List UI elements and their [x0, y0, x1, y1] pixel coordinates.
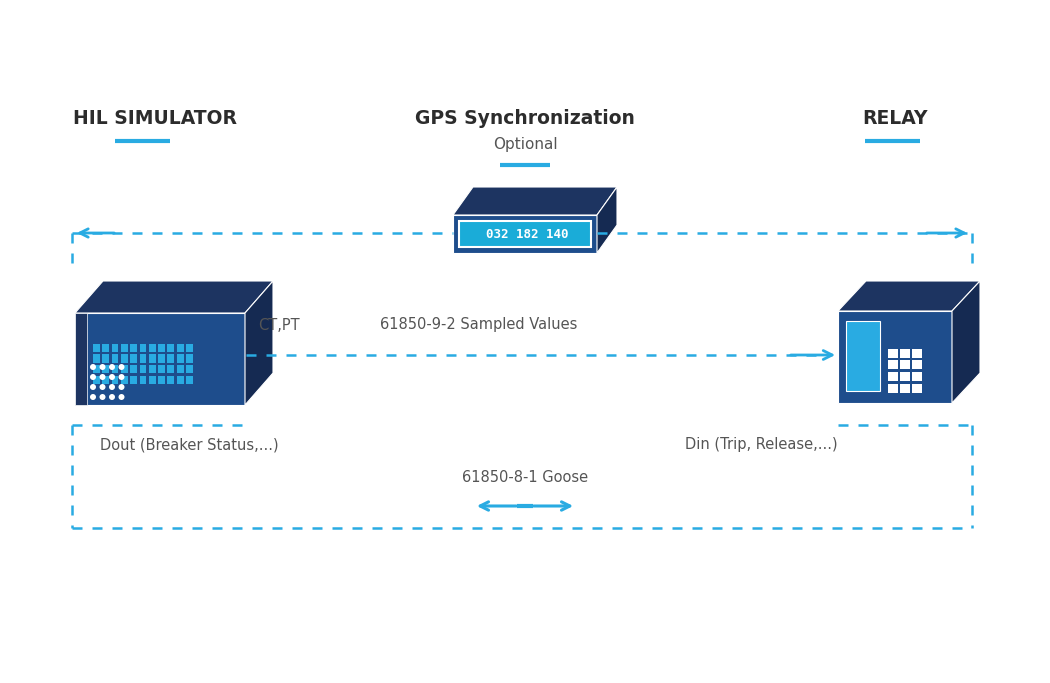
- Polygon shape: [838, 311, 952, 403]
- Polygon shape: [121, 344, 128, 352]
- Polygon shape: [186, 344, 193, 352]
- Polygon shape: [102, 354, 109, 363]
- Polygon shape: [130, 376, 136, 384]
- Polygon shape: [75, 313, 245, 405]
- Polygon shape: [149, 354, 155, 363]
- Polygon shape: [245, 281, 273, 405]
- Circle shape: [109, 394, 116, 400]
- Circle shape: [119, 364, 125, 370]
- Polygon shape: [912, 372, 922, 381]
- Polygon shape: [900, 348, 909, 358]
- Polygon shape: [912, 361, 922, 370]
- Polygon shape: [121, 376, 128, 384]
- Circle shape: [119, 374, 125, 380]
- Text: 032 182 140: 032 182 140: [486, 227, 568, 240]
- Circle shape: [119, 384, 125, 390]
- Polygon shape: [75, 281, 273, 313]
- Text: Din (Trip, Release,...): Din (Trip, Release,...): [685, 438, 838, 453]
- Polygon shape: [111, 354, 119, 363]
- Polygon shape: [149, 376, 155, 384]
- Polygon shape: [888, 361, 898, 370]
- Polygon shape: [111, 344, 119, 352]
- Circle shape: [90, 384, 96, 390]
- Polygon shape: [75, 313, 87, 405]
- Polygon shape: [176, 365, 184, 374]
- Polygon shape: [140, 344, 146, 352]
- Text: 61850-9-2 Sampled Values: 61850-9-2 Sampled Values: [380, 318, 578, 333]
- Polygon shape: [140, 365, 146, 374]
- Circle shape: [90, 394, 96, 400]
- Text: 61850-8-1 Goose: 61850-8-1 Goose: [462, 469, 588, 484]
- Polygon shape: [93, 365, 100, 374]
- Polygon shape: [121, 365, 128, 374]
- Polygon shape: [952, 281, 980, 403]
- Polygon shape: [102, 344, 109, 352]
- Polygon shape: [149, 344, 155, 352]
- Circle shape: [100, 394, 105, 400]
- Polygon shape: [140, 376, 146, 384]
- Polygon shape: [900, 361, 909, 370]
- Polygon shape: [102, 376, 109, 384]
- Polygon shape: [888, 372, 898, 381]
- Polygon shape: [888, 384, 898, 393]
- Circle shape: [100, 384, 105, 390]
- Polygon shape: [186, 354, 193, 363]
- Circle shape: [119, 394, 125, 400]
- Polygon shape: [93, 354, 100, 363]
- Circle shape: [109, 374, 116, 380]
- Polygon shape: [159, 354, 165, 363]
- Polygon shape: [130, 365, 136, 374]
- Circle shape: [90, 374, 96, 380]
- Text: GPS Synchronization: GPS Synchronization: [415, 109, 635, 128]
- Text: RELAY: RELAY: [862, 109, 928, 128]
- Polygon shape: [159, 365, 165, 374]
- Circle shape: [90, 364, 96, 370]
- Polygon shape: [167, 344, 174, 352]
- Circle shape: [100, 374, 105, 380]
- Polygon shape: [900, 372, 909, 381]
- Polygon shape: [149, 365, 155, 374]
- Polygon shape: [93, 344, 100, 352]
- Polygon shape: [102, 365, 109, 374]
- Polygon shape: [111, 376, 119, 384]
- Polygon shape: [140, 354, 146, 363]
- Polygon shape: [846, 321, 880, 391]
- Text: Optional: Optional: [492, 137, 558, 152]
- Circle shape: [109, 364, 116, 370]
- Polygon shape: [176, 344, 184, 352]
- Polygon shape: [176, 376, 184, 384]
- Polygon shape: [159, 376, 165, 384]
- Polygon shape: [121, 354, 128, 363]
- Polygon shape: [459, 221, 591, 247]
- Polygon shape: [111, 365, 119, 374]
- Polygon shape: [93, 376, 100, 384]
- Polygon shape: [167, 365, 174, 374]
- Circle shape: [100, 364, 105, 370]
- Polygon shape: [159, 344, 165, 352]
- Polygon shape: [167, 354, 174, 363]
- Text: Dout (Breaker Status,...): Dout (Breaker Status,...): [100, 438, 278, 453]
- Polygon shape: [186, 365, 193, 374]
- Polygon shape: [597, 187, 617, 253]
- Polygon shape: [176, 354, 184, 363]
- Polygon shape: [888, 348, 898, 358]
- Polygon shape: [453, 187, 617, 215]
- Polygon shape: [838, 281, 980, 311]
- Text: CT,PT: CT,PT: [258, 318, 299, 333]
- Polygon shape: [130, 354, 136, 363]
- Polygon shape: [900, 384, 909, 393]
- Circle shape: [109, 384, 116, 390]
- Polygon shape: [130, 344, 136, 352]
- Polygon shape: [186, 376, 193, 384]
- Polygon shape: [453, 215, 597, 253]
- Polygon shape: [912, 348, 922, 358]
- Polygon shape: [167, 376, 174, 384]
- Text: HIL SIMULATOR: HIL SIMULATOR: [74, 109, 237, 128]
- Polygon shape: [912, 384, 922, 393]
